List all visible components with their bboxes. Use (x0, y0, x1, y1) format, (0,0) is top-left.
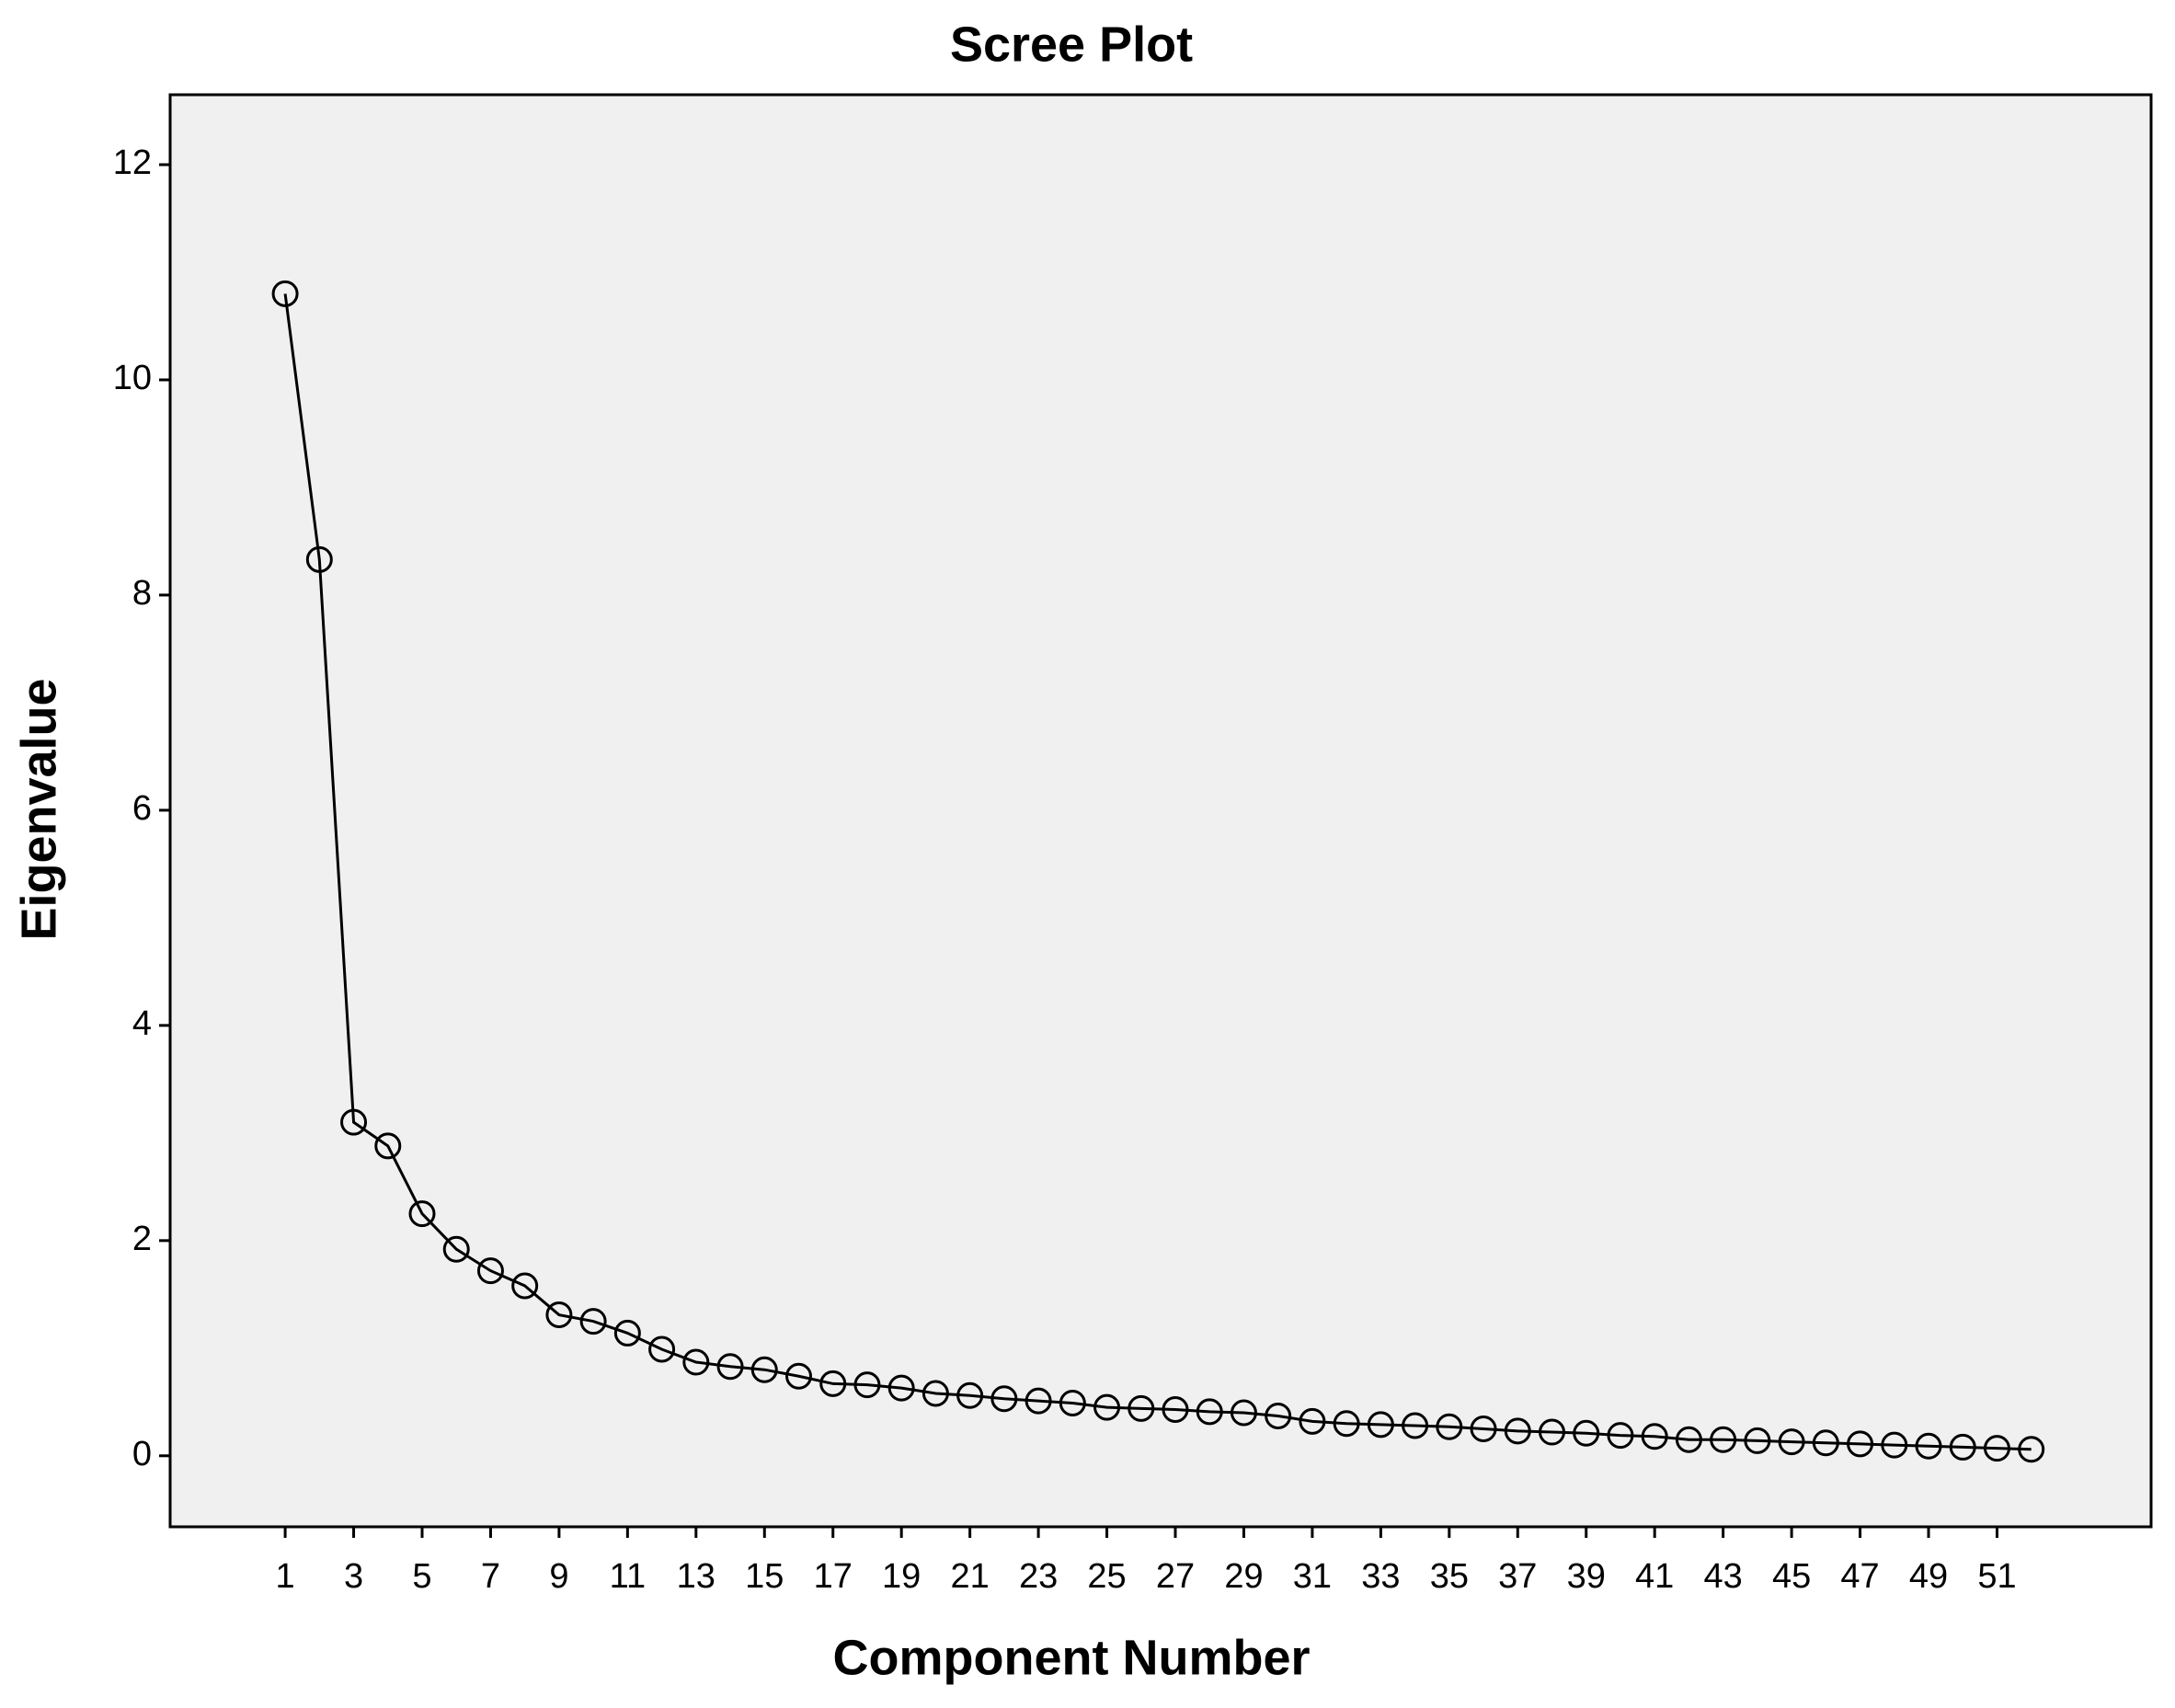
x-tick-label: 1 (276, 1557, 295, 1596)
point (271, 280, 299, 307)
x-tick-label: 15 (745, 1557, 784, 1596)
point (1128, 1394, 1155, 1422)
x-tick-label: 41 (1635, 1557, 1674, 1596)
point (1607, 1422, 1634, 1450)
x-tick-label: 31 (1293, 1557, 1332, 1596)
point (1812, 1429, 1839, 1457)
y-tick-label: 0 (132, 1435, 152, 1473)
x-tick-label: 17 (814, 1557, 853, 1596)
x-tick-label: 3 (344, 1557, 363, 1596)
point (1778, 1428, 1805, 1456)
x-tick-label: 47 (1840, 1557, 1879, 1596)
point (819, 1370, 847, 1397)
point (1230, 1399, 1257, 1427)
point (682, 1348, 710, 1376)
y-tick-label: 2 (132, 1220, 152, 1258)
point (1675, 1426, 1702, 1453)
x-tick-label: 5 (412, 1557, 431, 1596)
point (1710, 1426, 1737, 1453)
point (374, 1132, 402, 1160)
point (1162, 1395, 1189, 1423)
x-tick-label: 11 (610, 1557, 646, 1596)
y-tick-label: 8 (132, 574, 152, 613)
point (1367, 1411, 1394, 1439)
plot-area (168, 93, 2153, 1529)
point (305, 545, 333, 573)
line (283, 293, 2032, 1451)
point (408, 1200, 436, 1228)
point (1025, 1387, 1052, 1415)
x-tick-label: 43 (1704, 1557, 1743, 1596)
y-tick-label: 4 (132, 1004, 152, 1043)
point (340, 1108, 368, 1136)
x-tick-label: 39 (1567, 1557, 1606, 1596)
y-axis-label: Eigenvalue (11, 678, 66, 940)
x-tick-label: 37 (1498, 1557, 1537, 1596)
point (442, 1235, 470, 1263)
point (887, 1374, 915, 1402)
point (853, 1371, 881, 1399)
point (1573, 1419, 1600, 1447)
x-tick-label: 23 (1019, 1557, 1058, 1596)
point (750, 1356, 778, 1383)
x-tick-label: 19 (882, 1557, 921, 1596)
point (1881, 1431, 1908, 1459)
x-tick-label: 21 (951, 1557, 990, 1596)
point (1059, 1389, 1086, 1416)
point (1744, 1427, 1771, 1454)
x-tick-label: 25 (1087, 1557, 1126, 1596)
y-tick-label: 6 (132, 789, 152, 828)
point (1641, 1423, 1668, 1450)
x-tick-label: 49 (1909, 1557, 1948, 1596)
point (1402, 1412, 1429, 1439)
point (990, 1385, 1018, 1413)
point (1504, 1417, 1531, 1445)
point (956, 1381, 984, 1409)
x-axis-label: Component Number (833, 1630, 1311, 1685)
point (579, 1308, 607, 1335)
point (1915, 1432, 1942, 1460)
point (785, 1362, 813, 1390)
point (545, 1301, 573, 1329)
x-tick-label: 29 (1224, 1557, 1263, 1596)
point (1436, 1413, 1463, 1440)
point (1949, 1433, 1976, 1461)
point (716, 1353, 744, 1381)
x-tick-label: 45 (1772, 1557, 1811, 1596)
x-tick-label: 27 (1156, 1557, 1195, 1596)
point (1333, 1410, 1360, 1438)
x-tick-label: 51 (1977, 1557, 2016, 1596)
x-tick-label: 7 (481, 1557, 500, 1596)
y-tick-label: 10 (113, 359, 152, 397)
point (1539, 1418, 1566, 1446)
x-tick-label: 13 (677, 1557, 715, 1596)
point (1470, 1416, 1497, 1443)
x-tick-label: 33 (1361, 1557, 1400, 1596)
point (511, 1272, 539, 1300)
chart-title: Scree Plot (950, 17, 1193, 72)
point (1265, 1403, 1292, 1430)
point (922, 1380, 949, 1407)
point (2018, 1436, 2045, 1463)
point (1093, 1393, 1121, 1421)
y-tick-label: 12 (113, 143, 152, 182)
point (476, 1257, 504, 1285)
x-tick-label: 9 (549, 1557, 568, 1596)
x-tick-label: 35 (1430, 1557, 1469, 1596)
point (613, 1319, 641, 1347)
point (1983, 1435, 2010, 1462)
point (1196, 1398, 1223, 1426)
point (1299, 1407, 1326, 1435)
point (1847, 1430, 1874, 1458)
point (648, 1335, 676, 1363)
